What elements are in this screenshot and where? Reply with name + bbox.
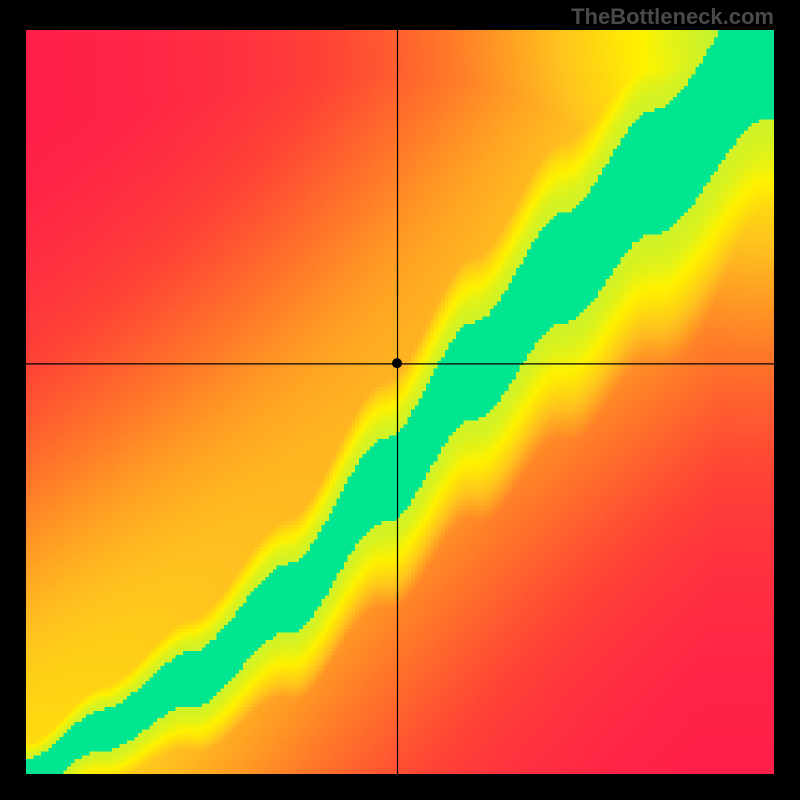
chart-container: TheBottleneck.com xyxy=(0,0,800,800)
watermark-text: TheBottleneck.com xyxy=(571,4,774,30)
crosshair-overlay xyxy=(26,30,774,774)
plot-area xyxy=(26,30,774,774)
